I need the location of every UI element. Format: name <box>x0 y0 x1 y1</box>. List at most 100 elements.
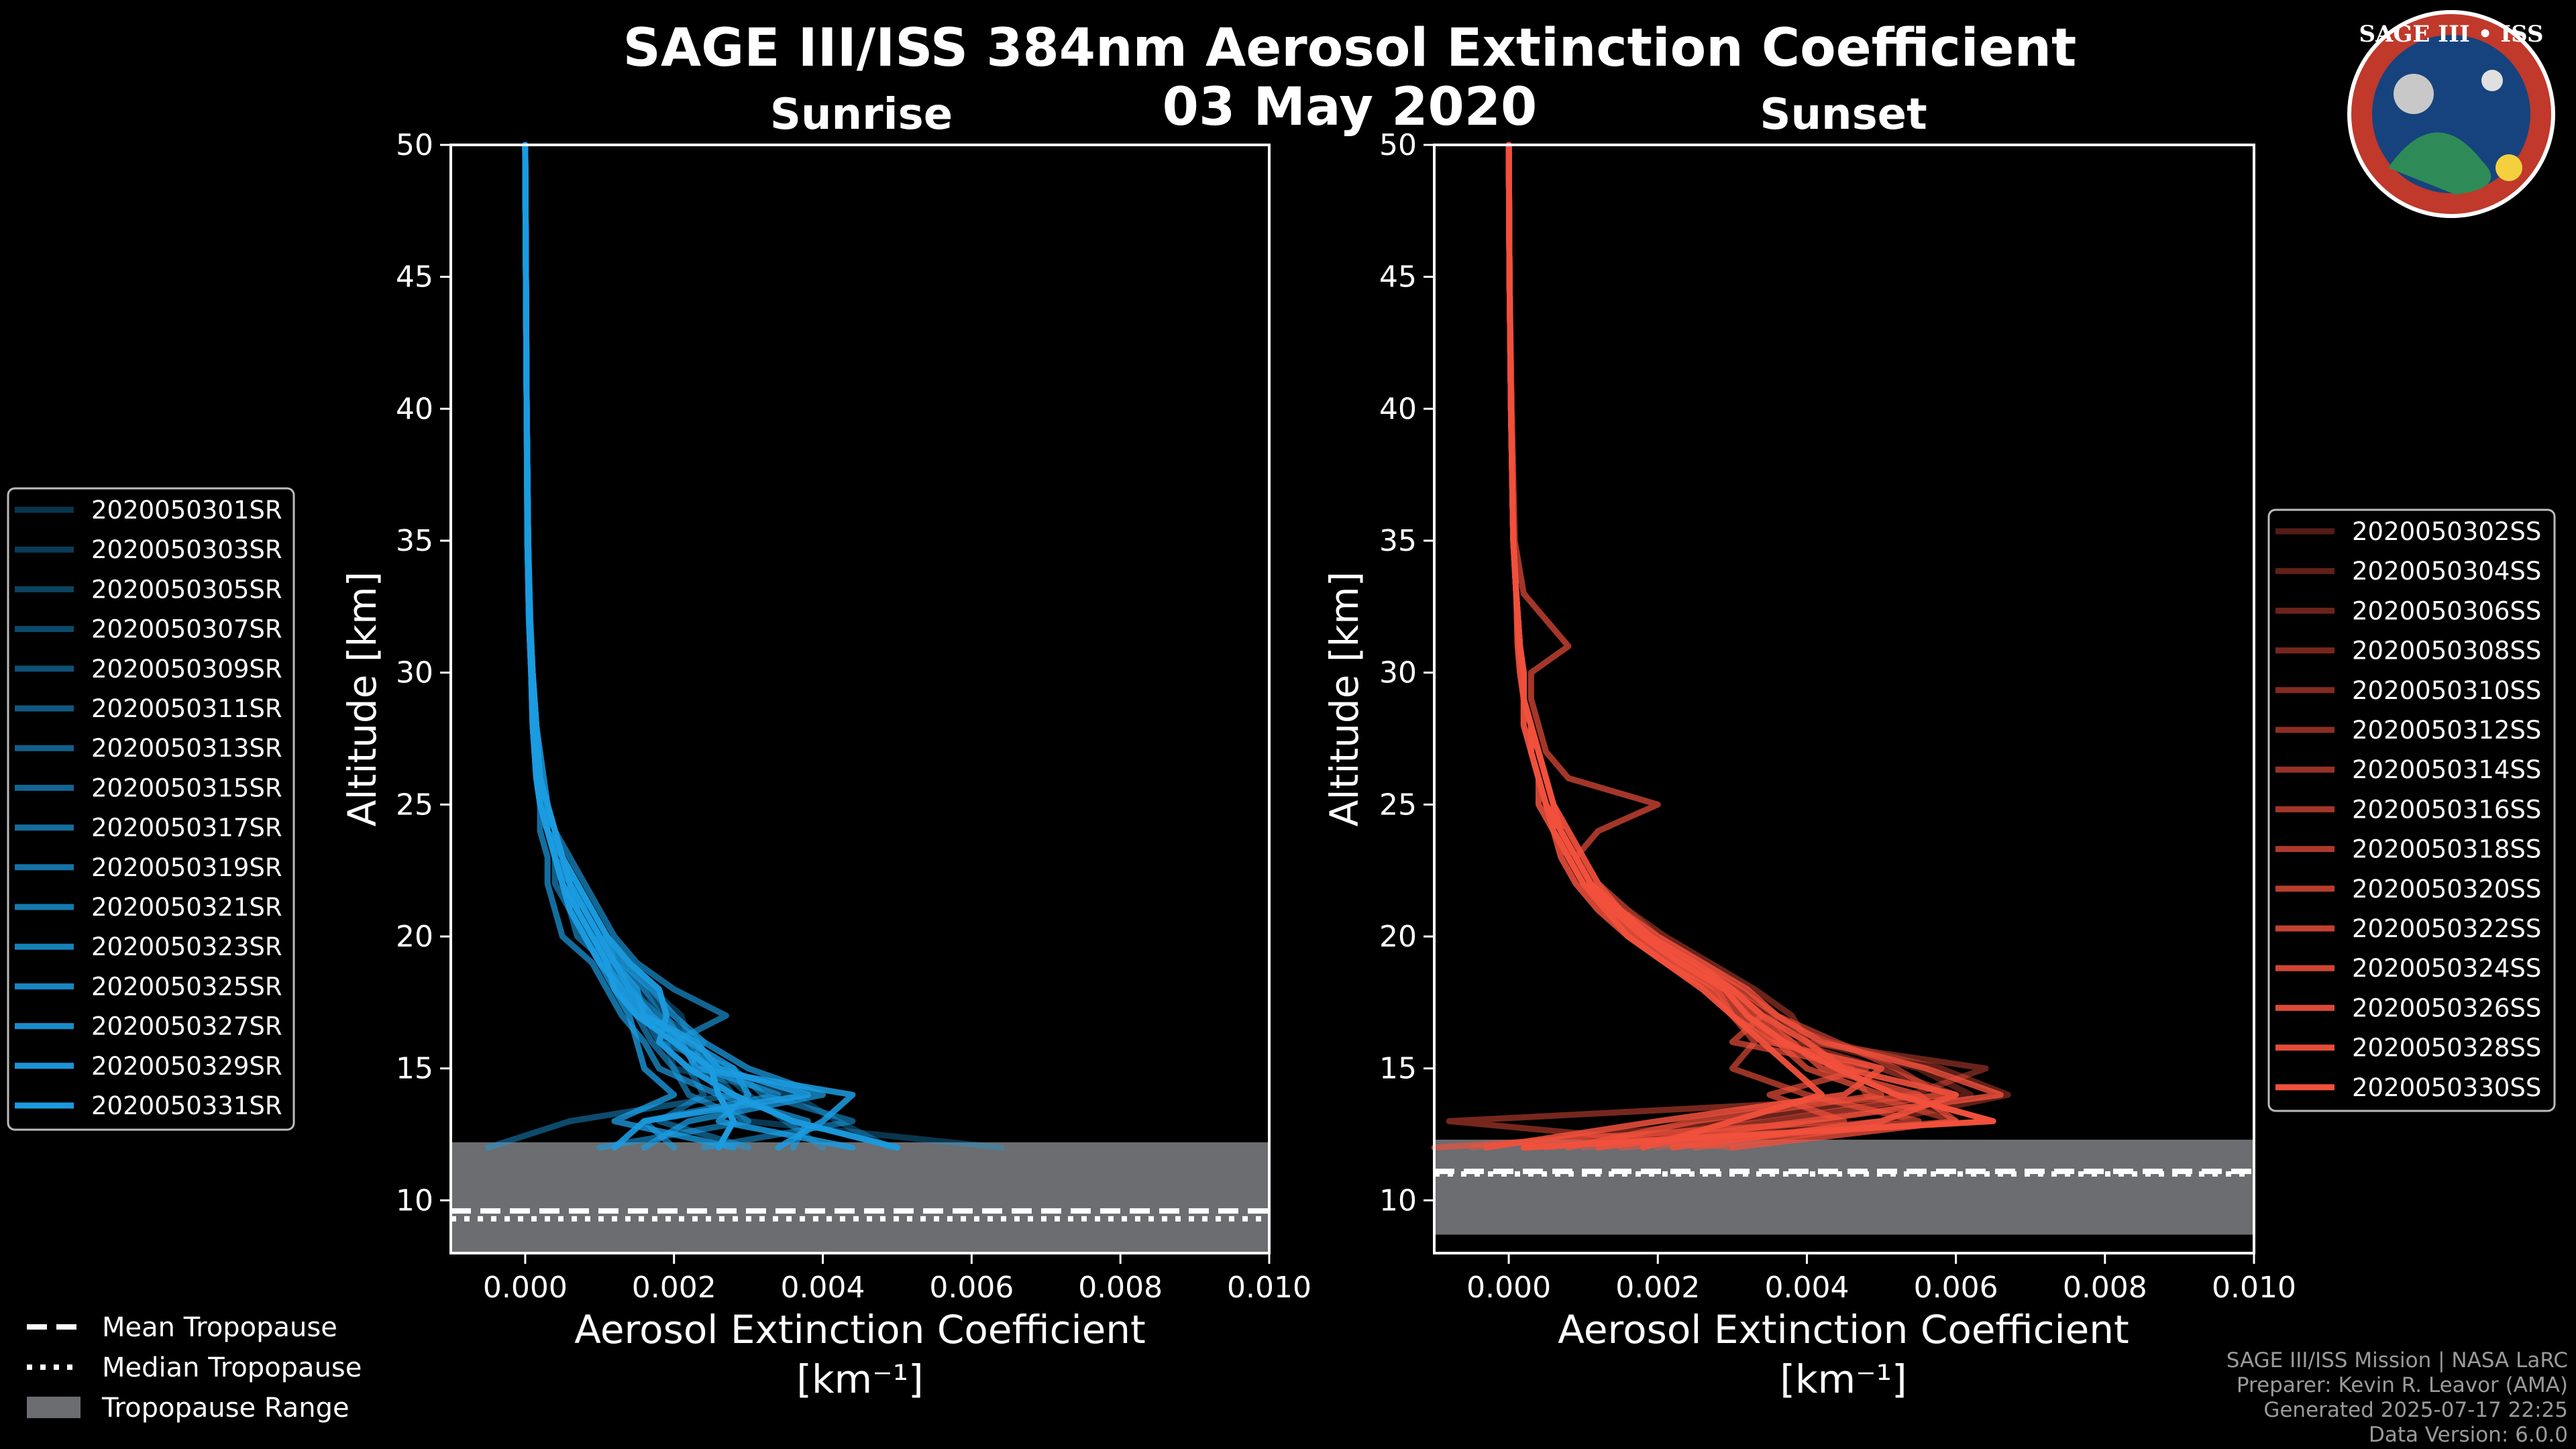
sunset-legend-label: 2020050330SS <box>2352 1073 2541 1102</box>
sunrise-ytick-label: 40 <box>396 392 433 426</box>
sunset-legend-label: 2020050306SS <box>2352 596 2541 625</box>
sunrise-ylabel: Altitude [km] <box>339 572 385 826</box>
sunrise-xtick-label: 0.006 <box>929 1271 1014 1305</box>
sunrise-ytick-label: 20 <box>396 920 433 954</box>
sunset-tropopause <box>1434 1139 2254 1235</box>
sunset-profile-2020050316SS <box>1431 142 1870 1151</box>
sunrise-legend-label: 2020050313SR <box>91 734 282 763</box>
sunset-title: Sunset <box>1760 90 1927 140</box>
sunset-legend-label: 2020050324SS <box>2352 954 2541 983</box>
credit-mission: SAGE III/ISS Mission | NASA LaRC <box>2226 1348 2568 1373</box>
sunrise-legend-label: 2020050323SR <box>91 932 282 961</box>
sunset-profiles <box>1431 142 2011 1151</box>
sunset-ytick-label: 40 <box>1379 392 1417 426</box>
chart-title: SAGE III/ISS 384nm Aerosol Extinction Co… <box>623 18 2077 78</box>
sunset-y-ticks: 10 15 20 25 30 35 40 45 50 <box>1379 128 1434 1218</box>
sunrise-ytick-label: 15 <box>396 1052 433 1086</box>
sunrise-legend-label: 2020050303SR <box>91 535 282 564</box>
sunrise-ytick-label: 25 <box>396 788 433 822</box>
sunset-xlabel: Aerosol Extinction Coefficient <box>1558 1307 2129 1352</box>
sunrise-ytick-label: 45 <box>396 260 433 294</box>
sunset-legend-label: 2020050318SS <box>2352 835 2541 864</box>
sunset-legend-label: 2020050314SS <box>2352 755 2541 784</box>
sunrise-legend-label: 2020050315SR <box>91 773 282 802</box>
sunset-xunit: [km⁻¹] <box>1780 1356 1907 1402</box>
sunrise-legend-label: 2020050319SR <box>91 853 282 882</box>
sunset-legend-label: 2020050316SS <box>2352 795 2541 824</box>
sunset-ytick-label: 10 <box>1379 1183 1417 1218</box>
sunrise-xtick-label: 0.010 <box>1227 1271 1311 1305</box>
sunset-profile-2020050330SS <box>1505 142 1996 1151</box>
sunset-xtick-label: 0.006 <box>1914 1271 1998 1305</box>
legend-median-tropopause: Median Tropopause <box>102 1352 362 1383</box>
sunset-legend-label: 2020050312SS <box>2352 716 2541 745</box>
sunrise-ytick-label: 30 <box>396 656 433 690</box>
sunset-legend-label: 2020050308SS <box>2352 637 2541 665</box>
chart-date: 03 May 2020 <box>1163 77 1538 138</box>
sunrise-xtick-label: 0.000 <box>483 1271 568 1305</box>
sage-logo: SAGE III • ISS <box>2347 10 2555 218</box>
sunrise-legend-label: 2020050325SR <box>91 972 282 1001</box>
sunrise-xtick-label: 0.008 <box>1078 1271 1163 1305</box>
sunrise-legend-label: 2020050321SR <box>91 893 282 922</box>
sunrise-legend: 2020050301SR 2020050303SR 2020050305SR 2020… <box>7 487 295 1131</box>
sunrise-tropopause <box>451 1142 1269 1253</box>
sunset-legend: 2020050302SS 2020050304SS 2020050306SS 2020… <box>2267 508 2556 1112</box>
sunset-legend-label: 2020050320SS <box>2352 875 2541 904</box>
sunset-ytick-label: 25 <box>1379 788 1417 822</box>
sunset-x-ticks: 0.000 0.002 0.004 0.006 0.008 0.010 <box>1466 1253 2296 1305</box>
sunrise-profiles <box>485 142 1005 1151</box>
sunrise-legend-label: 2020050331SR <box>91 1091 282 1120</box>
sunset-legend-label: 2020050322SS <box>2352 914 2541 943</box>
sunset-ytick-label: 20 <box>1379 920 1417 954</box>
sunset-ytick-label: 45 <box>1379 260 1417 294</box>
sunrise-xunit: [km⁻¹] <box>796 1356 923 1402</box>
sunrise-tropopause-range <box>451 1142 1269 1253</box>
sunset-legend-label: 2020050310SS <box>2352 676 2541 705</box>
credit-generated: Generated 2025-07-17 22:25 <box>2263 1398 2568 1422</box>
sunrise-x-ticks: 0.000 0.002 0.004 0.006 0.008 0.010 <box>483 1253 1311 1305</box>
sunrise-xlabel: Aerosol Extinction Coefficient <box>574 1307 1146 1352</box>
sunset-legend-label: 2020050326SS <box>2352 994 2541 1022</box>
logo-text: SAGE III • ISS <box>2359 21 2543 48</box>
sunrise-xtick-label: 0.002 <box>632 1271 716 1305</box>
credit-preparer: Preparer: Kevin R. Leavor (AMA) <box>2237 1373 2568 1397</box>
sunset-ylabel: Altitude [km] <box>1322 572 1367 826</box>
sunrise-profile-2020050331SR <box>522 142 737 1151</box>
sunrise-legend-label: 2020050327SR <box>91 1012 282 1041</box>
sunset-legend-label: 2020050304SS <box>2352 557 2541 586</box>
legend-mean-tropopause: Mean Tropopause <box>102 1312 337 1343</box>
sunset-xtick-label: 0.004 <box>1764 1271 1849 1305</box>
sunrise-plot-frame <box>451 145 1269 1253</box>
sunrise-ytick-label: 10 <box>396 1183 433 1218</box>
sunset-xtick-label: 0.000 <box>1466 1271 1551 1305</box>
credit-version: Data Version: 6.0.0 <box>2369 1423 2568 1447</box>
sunrise-legend-label: 2020050307SR <box>91 615 282 644</box>
sunrise-legend-label: 2020050329SR <box>91 1052 282 1081</box>
sunset-ytick-label: 30 <box>1379 656 1417 690</box>
sunset-ytick-label: 50 <box>1379 128 1417 162</box>
sunset-ytick-label: 15 <box>1379 1052 1417 1086</box>
sunset-plot-frame <box>1434 145 2254 1253</box>
sunset-ytick-label: 35 <box>1379 524 1417 558</box>
sunset-xtick-label: 0.002 <box>1615 1271 1700 1305</box>
sunrise-legend-label: 2020050309SR <box>91 655 282 684</box>
sunset-xtick-label: 0.008 <box>2063 1271 2147 1305</box>
sunrise-legend-label: 2020050305SR <box>91 575 282 604</box>
sunrise-ytick-label: 35 <box>396 524 433 558</box>
sunrise-ytick-label: 50 <box>396 128 433 162</box>
sunrise-legend-label: 2020050311SR <box>91 694 282 723</box>
sunset-legend-label: 2020050302SS <box>2352 517 2541 546</box>
sunrise-xtick-label: 0.004 <box>781 1271 865 1305</box>
legend-tropopause-range: Tropopause Range <box>101 1393 350 1424</box>
sunrise-legend-label: 2020050317SR <box>91 814 282 843</box>
sunset-xtick-label: 0.010 <box>2212 1271 2296 1305</box>
credits: SAGE III/ISS Mission | NASA LaRC Prepare… <box>2226 1348 2568 1447</box>
sunrise-legend-label: 2020050301SR <box>91 496 282 525</box>
sunset-legend-label: 2020050328SS <box>2352 1034 2541 1063</box>
sunrise-y-ticks: 10 15 20 25 30 35 40 45 50 <box>396 128 451 1218</box>
sunset-tropopause-range <box>1434 1139 2254 1235</box>
tropopause-legend: Mean Tropopause Median Tropopause Tropop… <box>27 1312 362 1424</box>
sunrise-title: Sunrise <box>770 90 953 140</box>
